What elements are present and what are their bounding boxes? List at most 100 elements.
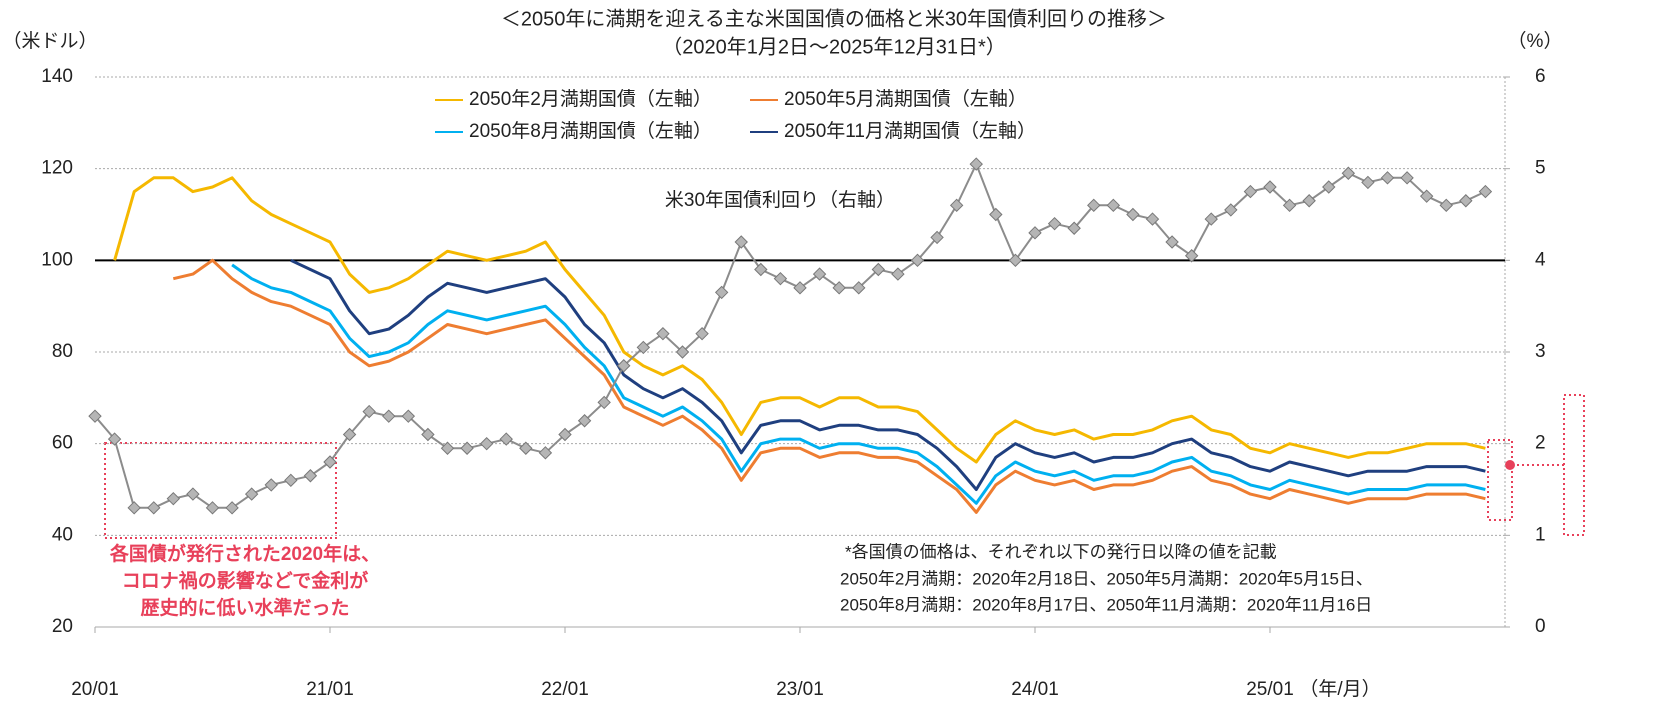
yield-marker (362, 404, 376, 419)
x-tick-label: 21/01 (306, 679, 354, 700)
yield-marker (479, 436, 494, 451)
yield-marker (989, 207, 1003, 222)
yield-marker (1419, 189, 1434, 203)
yield-marker (1067, 221, 1081, 235)
yield-marker (910, 253, 925, 268)
yield-marker (1145, 212, 1160, 226)
yield-marker (342, 427, 357, 442)
yield-marker (107, 432, 122, 446)
yield-marker (656, 326, 670, 341)
annotation: コロナ禍の影響などで金利が (122, 569, 369, 592)
yield-marker (773, 271, 788, 286)
highlight-box (1487, 439, 1513, 521)
legend-label: 2050年5月満期国債（左軸） (784, 88, 1027, 110)
yield-marker (323, 455, 337, 469)
yield-marker (1165, 235, 1179, 249)
yield-marker (127, 501, 141, 515)
x-tick-label: 20/01 (71, 679, 119, 700)
yield-marker (538, 446, 553, 460)
footnote: 2050年8月満期：2020年8月17日、2050年11月満期：2020年11月… (840, 595, 1372, 614)
price-line (113, 176, 1486, 464)
yield-marker (1302, 194, 1316, 208)
x-tick-label: 25/01 (1246, 679, 1294, 700)
yield-marker (636, 340, 651, 355)
y-tick-label: 80 (52, 341, 73, 362)
y2-axis-label: （%） (1508, 30, 1563, 52)
yield-marker (754, 262, 768, 277)
legend-label: 2050年11月満期国債（左軸） (784, 120, 1036, 142)
yield-marker (166, 491, 181, 506)
y2-tick-label: 4 (1535, 249, 1546, 270)
y-tick-label: 40 (52, 524, 73, 545)
yield-marker (421, 427, 435, 442)
yield-marker (1184, 249, 1199, 263)
yield-marker (440, 441, 455, 455)
y2-tick-label: 6 (1535, 66, 1546, 87)
yield-marker (617, 359, 631, 373)
yield-marker (519, 441, 533, 455)
yield-marker (460, 441, 474, 455)
yield-marker (597, 395, 611, 410)
yield-marker (1204, 212, 1218, 226)
yield-marker (1361, 175, 1375, 190)
y-axis-label: （米ドル） (2, 30, 97, 52)
yield-marker (264, 478, 278, 492)
y-tick-label: 60 (52, 433, 73, 454)
yield-marker (871, 262, 886, 277)
yield-marker (577, 414, 592, 428)
y-tick-label: 100 (41, 249, 73, 270)
highlight-box (1563, 394, 1585, 536)
yield-marker (891, 267, 905, 281)
yield-marker (1047, 216, 1062, 231)
yield-marker (714, 285, 729, 300)
footnote: *各国債の価格は、それぞれ以下の発行日以降の値を記載 (845, 542, 1277, 561)
y2-tick-label: 0 (1535, 616, 1546, 637)
y2-tick-label: 1 (1535, 524, 1546, 545)
yield-marker (284, 473, 298, 488)
price-line (172, 258, 1486, 514)
yield-line (94, 163, 1486, 509)
yield-marker (1106, 198, 1121, 213)
chart-title: ＜2050年に満期を迎える主な米国国債の価格と米30年国債利回りの推移＞ (501, 7, 1167, 30)
yield-marker (969, 157, 983, 171)
y-tick-label: 120 (41, 158, 73, 179)
yield-marker (382, 409, 396, 423)
yield-marker (1008, 253, 1023, 268)
annotation: 各国債が発行された2020年は、 (109, 542, 380, 565)
chart-subtitle: （2020年1月2日～2025年12月31日*） (662, 35, 1006, 58)
x-tick-label: 23/01 (776, 679, 824, 700)
legend-label: 2050年8月満期国債（左軸） (469, 120, 712, 142)
marker-dot (1505, 460, 1515, 470)
x-tick-label: 22/01 (541, 679, 589, 700)
yield-marker (1263, 180, 1277, 194)
yield-marker (949, 198, 964, 213)
yield-marker (558, 427, 572, 442)
yield-marker (205, 501, 220, 515)
y2-tick-label: 2 (1535, 433, 1546, 454)
yield-marker (303, 469, 318, 483)
yield-marker (1028, 226, 1042, 240)
yield-marker (1478, 184, 1493, 199)
footnote: 2050年2月満期：2020年2月18日、2050年5月満期：2020年5月15… (840, 569, 1373, 588)
y2-tick-label: 3 (1535, 341, 1546, 362)
x-tick-label: 24/01 (1011, 679, 1059, 700)
yield-marker (1439, 198, 1453, 213)
yield-marker (930, 230, 944, 245)
yield-marker (852, 281, 866, 295)
y-tick-label: 140 (41, 66, 73, 87)
yield-marker (832, 281, 846, 295)
yield-marker (244, 487, 259, 501)
yield-marker (1380, 171, 1395, 185)
series-label: 米30年国債利回り（右軸） (665, 189, 895, 211)
yield-marker (88, 409, 102, 423)
yield-marker (186, 487, 200, 501)
yield-marker (1224, 203, 1238, 217)
yield-marker (1459, 194, 1473, 208)
price-line (231, 263, 1486, 505)
yield-marker (499, 432, 513, 446)
yield-marker (1322, 180, 1336, 194)
price-line (290, 258, 1486, 491)
y2-tick-label: 5 (1535, 158, 1546, 179)
yield-marker (1087, 198, 1101, 213)
